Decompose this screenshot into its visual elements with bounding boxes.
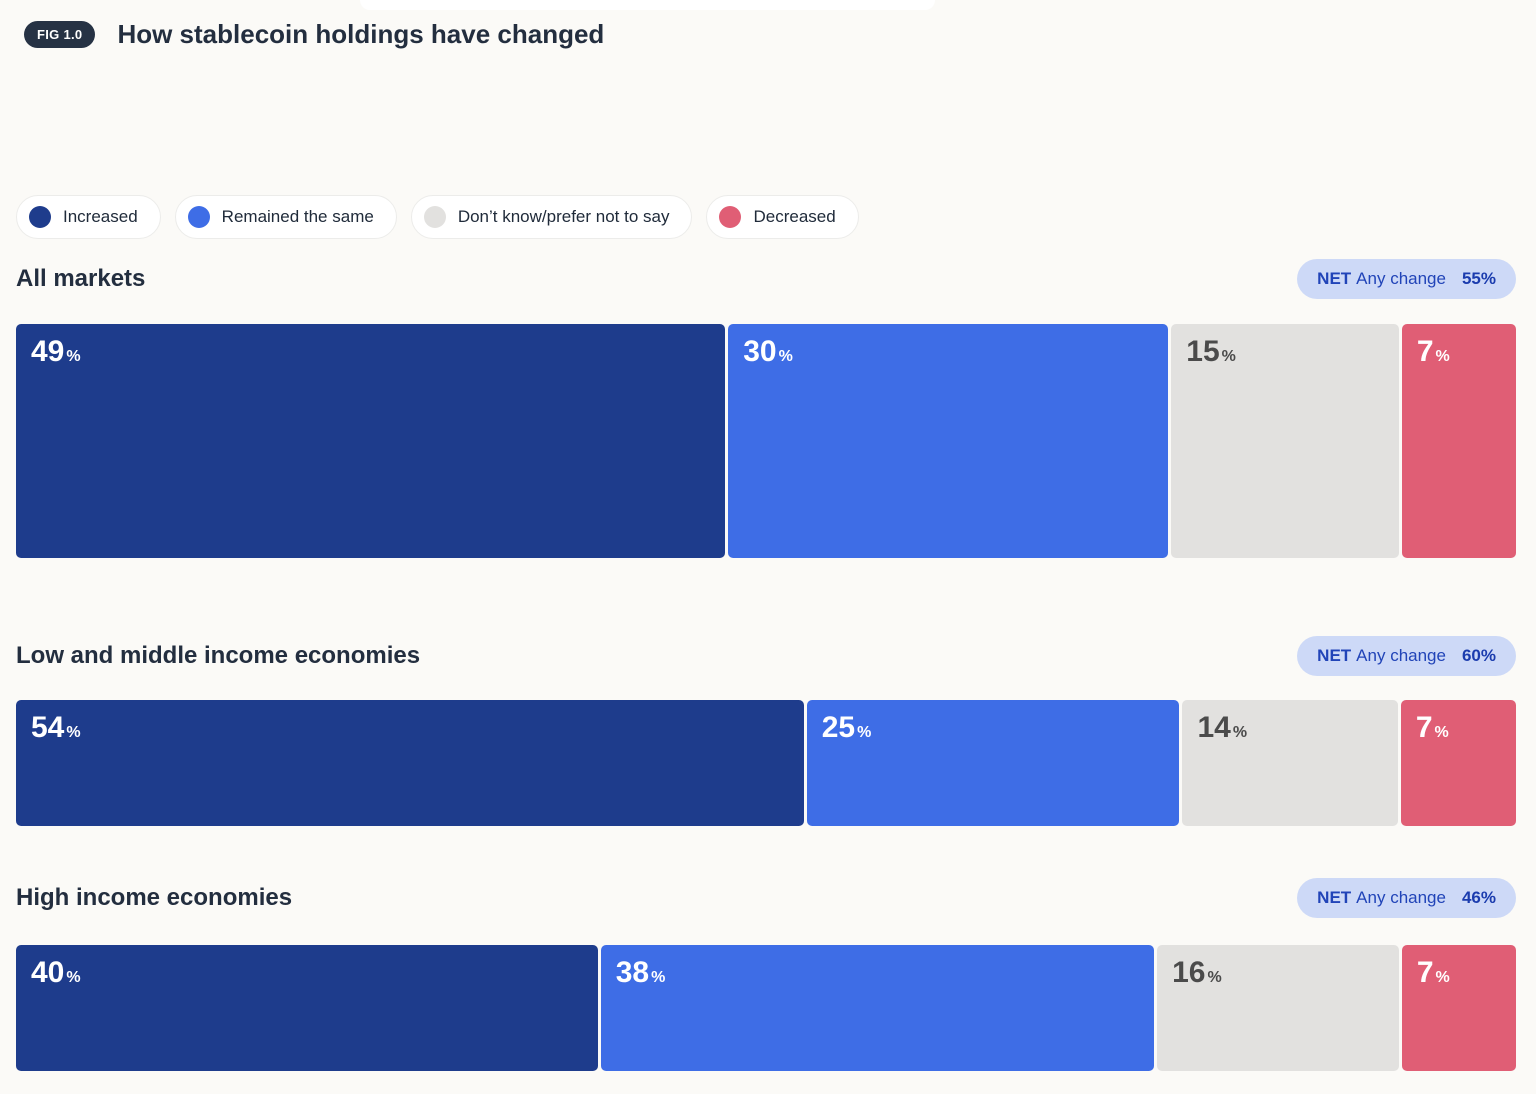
legend-item[interactable]: Decreased [706,195,859,239]
row-header: All markets NET Any change 55% [16,257,1516,301]
stacked-bar: 54% 25% 14% 7% [16,700,1516,826]
net-badge-strong: NET [1317,888,1352,907]
row-category-label: Low and middle income economies [16,642,421,669]
figure-header: FIG 1.0 How stablecoin holdings have cha… [0,0,1536,52]
segment-value: 40 [31,956,65,989]
legend-color-dot [423,206,446,228]
segment-value: 14 [1197,711,1231,744]
segment-unit: % [66,969,81,986]
bar-segment: 49% [16,324,726,558]
legend-item-label: Decreased [753,207,836,226]
segment-value: 16 [1172,956,1206,989]
segment-unit: % [1435,348,1450,365]
segment-value: 7 [1415,711,1433,744]
legend-item[interactable]: Remained the same [174,195,397,239]
stacked-bar: 49% 30% 15% 7% [16,324,1516,558]
row-category-label: High income economies [16,884,293,911]
segment-unit: % [1221,348,1236,365]
bar-segment: 14% [1182,700,1398,826]
segment-value: 15 [1186,335,1220,368]
legend-item[interactable]: Don’t know/prefer not to say [410,195,693,239]
net-any-change-badge: NET Any change 55% [1297,259,1516,299]
bar-segment: 30% [728,324,1169,558]
segment-value: 38 [615,956,650,989]
segment-unit: % [651,969,666,986]
segment-unit: % [1232,724,1248,741]
chart-rows: All markets NET Any change 55% 49% 30% 1… [0,257,1536,1071]
fig-number-badge: FIG 1.0 [24,20,96,48]
net-badge-text: Any change [1356,888,1446,907]
legend-color-dot [187,206,210,228]
legend-item-label: Don’t know/prefer not to say [457,207,670,226]
bar-segment: 38% [600,945,1155,1071]
segment-unit: % [1434,724,1449,741]
row-header: High income economies NET Any change 46% [16,876,1516,920]
bar-segment: 7% [1400,700,1516,826]
segment-unit: % [66,724,81,741]
stacked-bar: 40% 38% 16% 7% [16,945,1516,1071]
bar-segment: 54% [16,700,804,826]
chart-row: Low and middle income economies NET Any … [0,634,1536,826]
bar-segment: 40% [16,945,598,1071]
net-any-change-badge: NET Any change 60% [1297,636,1516,676]
legend-item[interactable]: Increased [16,195,161,239]
bar-segment: 25% [806,700,1180,826]
segment-unit: % [857,724,872,741]
bar-segment: 16% [1157,945,1399,1071]
chart-row: High income economies NET Any change 46%… [0,876,1536,1071]
legend-item-label: Remained the same [221,207,374,226]
bar-segment: 7% [1401,324,1516,558]
legend-color-dot [719,206,742,228]
segment-value: 25 [821,711,856,744]
net-any-change-badge: NET Any change 46% [1297,878,1516,918]
segment-value: 30 [743,335,777,368]
net-badge-value: 60% [1461,646,1496,665]
segment-value: 7 [1416,335,1434,368]
net-badge-strong: NET [1317,269,1352,288]
legend: Increased Remained the same Don’t know/p… [16,195,1536,239]
bar-segment: 7% [1401,945,1516,1071]
net-badge-strong: NET [1317,646,1352,665]
bar-segment: 15% [1171,324,1399,558]
segment-value: 54 [31,711,65,744]
net-badge-value: 55% [1461,269,1496,288]
segment-unit: % [1207,969,1222,986]
row-header: Low and middle income economies NET Any … [16,634,1516,678]
net-badge-text: Any change [1356,269,1446,288]
legend-color-dot [29,206,51,228]
segment-value: 7 [1416,956,1434,989]
segment-value: 49 [31,335,65,368]
legend-item-label: Increased [63,207,138,226]
net-badge-text: Any change [1356,646,1446,665]
segment-unit: % [1435,969,1450,986]
row-category-label: All markets [16,265,146,292]
chart-row: All markets NET Any change 55% 49% 30% 1… [0,257,1536,558]
segment-unit: % [778,348,793,365]
figure-title: How stablecoin holdings have changed [117,18,605,49]
segment-unit: % [66,348,81,365]
net-badge-value: 46% [1461,888,1496,907]
top-overlay-strip [360,0,935,10]
